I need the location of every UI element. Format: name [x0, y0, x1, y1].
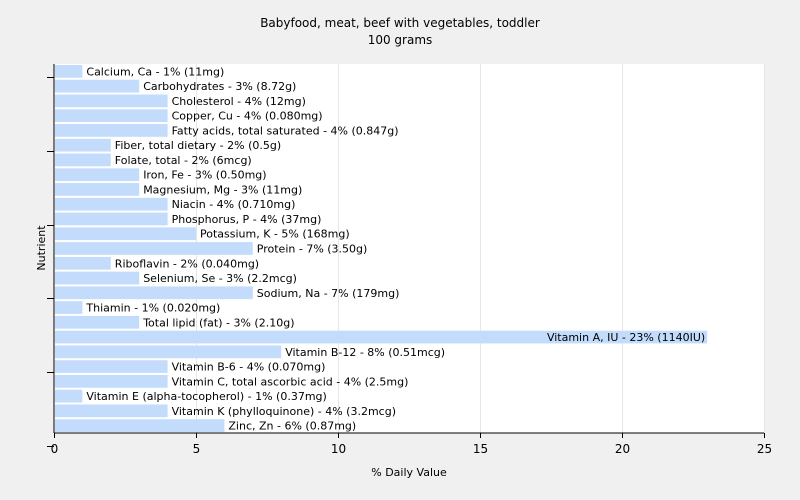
bar — [55, 168, 140, 182]
bar — [55, 419, 225, 432]
bar — [55, 271, 140, 285]
bar-label: Selenium, Se - 3% (2.2mcg) — [143, 272, 297, 285]
bar — [55, 301, 83, 314]
bar — [55, 256, 111, 270]
bar — [55, 374, 168, 388]
bar — [55, 242, 253, 255]
x-tick-label: 10 — [331, 442, 346, 456]
bar — [55, 183, 140, 196]
bar-label: Magnesium, Mg - 3% (11mg) — [143, 183, 302, 196]
bar-label: Vitamin C, total ascorbic acid - 4% (2.5… — [172, 375, 409, 388]
bar-labels: Calcium, Ca - 1% (11mg) Carbohydrates - 3… — [85, 65, 705, 432]
bar-label: Thiamin - 1% (0.020mg) — [85, 302, 220, 315]
y-axis-ticks — [47, 77, 54, 447]
x-axis-title: % Daily Value — [371, 466, 447, 479]
bar — [55, 153, 111, 167]
bar-label: Calcium, Ca - 1% (11mg) — [86, 65, 224, 78]
bar — [55, 345, 282, 359]
bar-label: Copper, Cu - 4% (0.080mg) — [172, 110, 323, 123]
bar — [55, 212, 168, 226]
bar-label: Vitamin E (alpha-tocopherol) - 1% (0.37m… — [86, 390, 326, 403]
grid-lines — [196, 64, 765, 433]
bar-label: Fiber, total dietary - 2% (0.5g) — [115, 139, 281, 152]
bar — [55, 315, 140, 329]
bar-label: Vitamin K (phylloquinone) - 4% (3.2mcg) — [172, 405, 396, 418]
x-tick-label: 0 — [51, 442, 59, 456]
bar — [55, 227, 196, 241]
bar — [55, 197, 168, 211]
bar-label: Vitamin A, IU - 23% (1140IU) — [547, 331, 705, 344]
chart-subtitle: 100 grams — [368, 33, 433, 47]
bar-label: Niacin - 4% (0.710mg) — [172, 198, 296, 211]
y-axis-title: Nutrient — [35, 225, 48, 271]
bar-label: Iron, Fe - 3% (0.50mg) — [143, 169, 266, 182]
bar-label: Total lipid (fat) - 3% (2.10g) — [142, 316, 294, 329]
bar — [55, 330, 708, 344]
bar — [55, 109, 168, 123]
bar-label: Zinc, Zn - 6% (0.87mg) — [228, 420, 356, 433]
bar-label: Folate, total - 2% (6mcg) — [115, 154, 252, 167]
bar — [55, 286, 253, 300]
bar — [55, 138, 111, 152]
bar — [55, 65, 83, 78]
x-axis-ticks: 0 5 10 15 20 25 — [51, 433, 772, 456]
bar — [55, 404, 168, 418]
chart-title: Babyfood, meat, beef with vegetables, to… — [260, 16, 540, 30]
x-tick-label: 15 — [473, 442, 488, 456]
x-tick-label: 5 — [193, 442, 201, 456]
x-tick-label: 20 — [615, 442, 630, 456]
bar-label: Sodium, Na - 7% (179mg) — [257, 287, 400, 300]
x-tick-label: 25 — [757, 442, 772, 456]
bar-label: Protein - 7% (3.50g) — [257, 243, 368, 256]
bar-label: Potassium, K - 5% (168mg) — [200, 228, 350, 241]
bar-label: Carbohydrates - 3% (8.72g) — [143, 80, 296, 93]
bar — [55, 124, 168, 137]
bar — [55, 360, 168, 373]
bar-label: Riboflavin - 2% (0.040mg) — [115, 257, 259, 270]
bar-label: Phosphorus, P - 4% (37mg) — [172, 213, 322, 226]
bar-label: Cholesterol - 4% (12mg) — [172, 95, 306, 108]
bar — [55, 79, 140, 93]
bars — [55, 65, 708, 432]
bar — [55, 389, 83, 403]
bar-label: Vitamin B-12 - 8% (0.51mcg) — [285, 346, 445, 359]
bar-label: Vitamin B-6 - 4% (0.070mg) — [172, 361, 326, 374]
bar — [55, 94, 168, 108]
bar-label: Fatty acids, total saturated - 4% (0.847… — [172, 124, 399, 137]
